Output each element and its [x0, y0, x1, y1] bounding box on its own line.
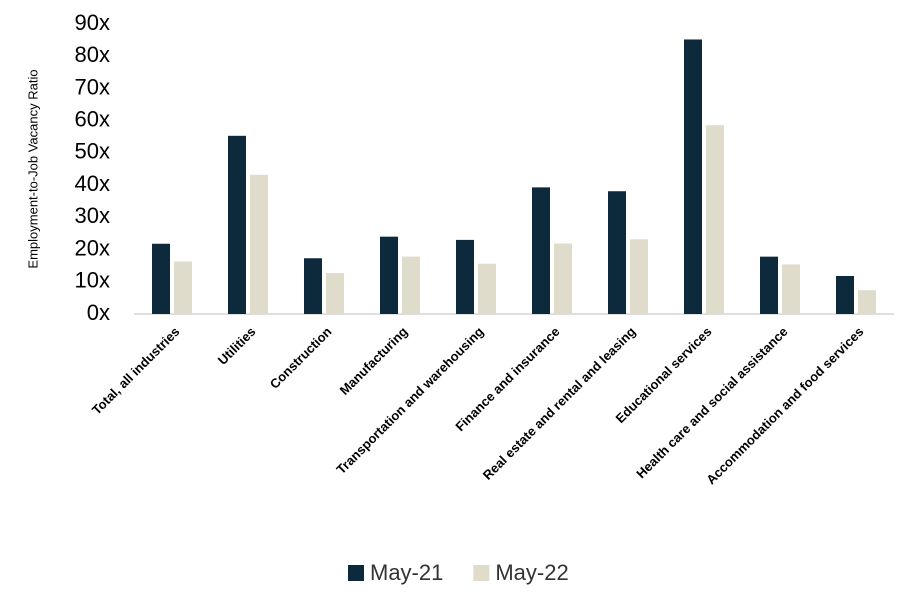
- x-tick-label: Manufacturing: [337, 324, 411, 398]
- legend-label: May-21: [370, 560, 443, 585]
- bar: [152, 243, 170, 314]
- legend-swatch: [348, 565, 364, 581]
- bar: [250, 174, 268, 314]
- y-tick-label: 40x: [75, 171, 110, 196]
- y-tick-label: 70x: [75, 74, 110, 99]
- bar: [326, 273, 344, 314]
- bar: [706, 125, 724, 314]
- bar: [380, 236, 398, 314]
- x-tick-label: Real estate and rental and leasing: [480, 324, 639, 483]
- y-tick-label: 90x: [75, 10, 110, 35]
- bar: [782, 264, 800, 314]
- bar: [630, 239, 648, 314]
- bar: [532, 187, 550, 314]
- y-tick-label: 10x: [75, 268, 110, 293]
- bar: [478, 263, 496, 314]
- bar: [858, 290, 876, 314]
- bar: [304, 258, 322, 314]
- bar: [684, 39, 702, 314]
- y-tick-label: 80x: [75, 42, 110, 67]
- bar: [836, 275, 854, 314]
- x-tick-label: Accommodation and food services: [703, 324, 866, 487]
- bar: [554, 243, 572, 314]
- x-tick-label: Total, all industries: [89, 324, 183, 418]
- x-tick-label: Utilities: [215, 324, 259, 368]
- bar: [402, 256, 420, 314]
- bar: [228, 135, 246, 314]
- y-tick-label: 20x: [75, 235, 110, 260]
- x-tick-label: Transportation and warehousing: [333, 324, 486, 477]
- x-tick-label: Health care and social assistance: [633, 324, 790, 481]
- y-tick-label: 30x: [75, 203, 110, 228]
- x-tick-label: Construction: [267, 324, 335, 392]
- y-tick-label: 60x: [75, 106, 110, 131]
- bar: [760, 256, 778, 314]
- bar: [456, 239, 474, 314]
- legend-swatch: [473, 565, 490, 581]
- y-axis-title: Employment-to-Job Vacancy Ratio: [25, 69, 40, 268]
- bar: [174, 261, 192, 314]
- bar: [608, 191, 626, 314]
- y-tick-label: 0x: [87, 300, 110, 325]
- y-tick-label: 50x: [75, 139, 110, 164]
- legend-label: May-22: [495, 560, 568, 585]
